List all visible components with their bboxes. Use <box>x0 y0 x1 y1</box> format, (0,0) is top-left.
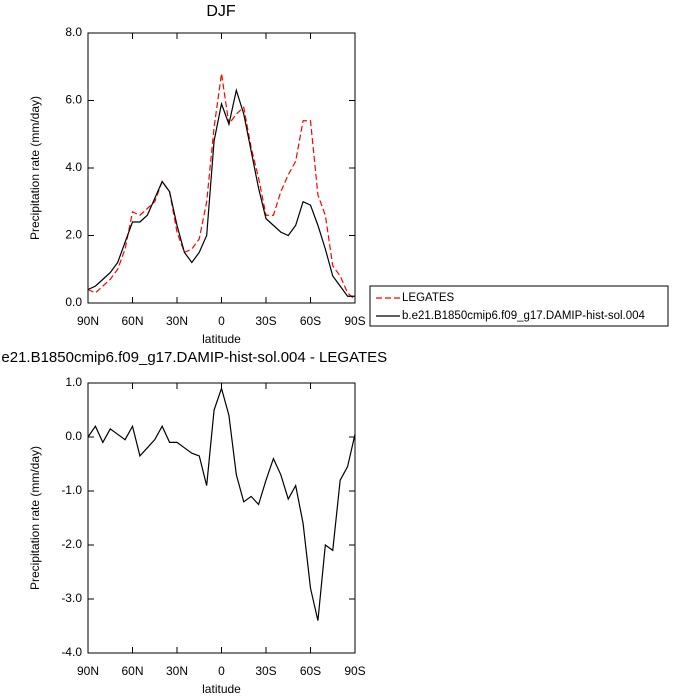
y-axis-label: Precipitation rate (mm/day) <box>28 96 42 240</box>
x-tick-label: 60N <box>121 664 143 678</box>
x-axis-label: latitude <box>202 332 241 346</box>
x-tick-label: 30N <box>166 664 188 678</box>
y-tick-label: 0.0 <box>65 429 82 443</box>
y-tick-label: 1.0 <box>65 375 82 389</box>
y-tick-label: -3.0 <box>61 591 82 605</box>
chart-title: DJF <box>206 3 236 20</box>
y-tick-label: 2.0 <box>65 228 82 242</box>
x-tick-label: 0 <box>218 314 225 328</box>
x-tick-label: 30N <box>166 314 188 328</box>
legend-label: LEGATES <box>402 292 455 304</box>
x-tick-label: 60S <box>300 314 321 328</box>
y-tick-label: 0.0 <box>65 295 82 309</box>
x-tick-label: 30S <box>255 314 276 328</box>
y-tick-label: 6.0 <box>65 93 82 107</box>
plot-frame <box>87 382 356 654</box>
chart-title: b.e21.B1850cmip6.f09_g17.DAMIP-hist-sol.… <box>0 349 387 366</box>
x-tick-label: 0 <box>218 664 225 678</box>
data-line <box>87 386 356 621</box>
y-tick-label: -2.0 <box>61 537 82 551</box>
y-tick-label: 8.0 <box>65 25 82 39</box>
data-line <box>87 73 356 301</box>
x-tick-label: 90N <box>77 314 99 328</box>
x-tick-label: 90N <box>77 664 99 678</box>
data-line <box>87 88 355 297</box>
x-tick-label: 60S <box>300 664 321 678</box>
x-axis-label: latitude <box>202 682 241 696</box>
y-tick-label: -4.0 <box>61 645 82 659</box>
y-tick-label: -1.0 <box>61 483 82 497</box>
x-tick-label: 90S <box>344 314 365 328</box>
x-tick-label: 60N <box>121 314 143 328</box>
x-tick-label: 90S <box>344 664 365 678</box>
y-axis-label: Precipitation rate (mm/day) <box>28 446 42 590</box>
x-tick-label: 30S <box>255 664 276 678</box>
legend-box <box>369 285 669 327</box>
y-tick-label: 4.0 <box>65 160 82 174</box>
legend-label: b.e21.B1850cmip6.f09_g17.DAMIP-hist-sol.… <box>402 310 646 322</box>
